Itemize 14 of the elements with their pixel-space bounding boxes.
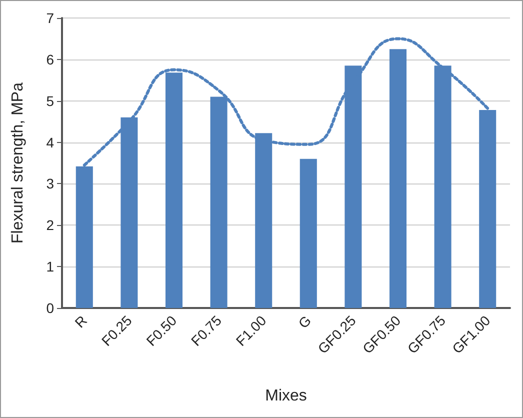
- y-tick-label: 6: [46, 51, 54, 68]
- y-tick-label: 0: [46, 300, 54, 316]
- y-axis-title: Flexural strength, MPa: [10, 82, 26, 244]
- bar: [300, 158, 317, 308]
- x-tick-label: R: [72, 312, 90, 331]
- x-tick-label: G: [295, 312, 314, 332]
- y-tick-label: 2: [46, 217, 54, 234]
- x-axis-title: Mixes: [265, 388, 307, 404]
- y-tick-label: 7: [46, 10, 54, 26]
- y-tick-label: 5: [46, 92, 54, 109]
- bar: [389, 49, 407, 308]
- y-tick-label: 4: [46, 134, 54, 150]
- y-tick-label: 3: [46, 176, 54, 192]
- y-tick-label: 1: [46, 258, 54, 275]
